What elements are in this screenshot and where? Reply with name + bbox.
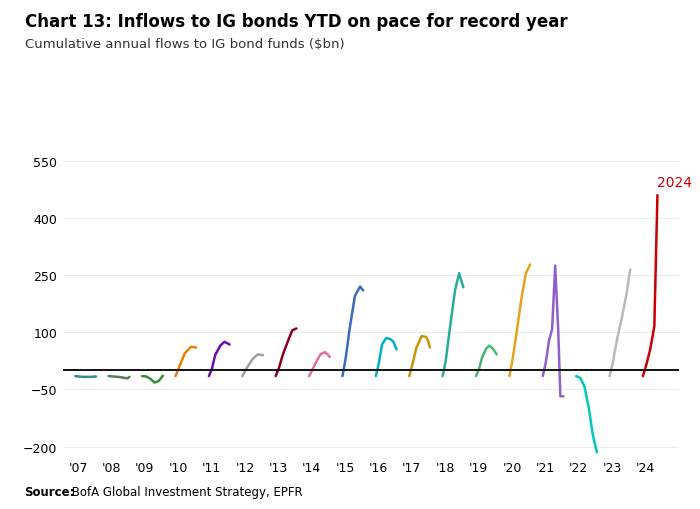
Text: BofA Global Investment Strategy, EPFR: BofA Global Investment Strategy, EPFR: [68, 485, 302, 498]
Text: Source:: Source:: [25, 485, 75, 498]
Text: 2024: 2024: [657, 176, 692, 190]
Text: Cumulative annual flows to IG bond funds ($bn): Cumulative annual flows to IG bond funds…: [25, 38, 344, 51]
Text: Chart 13: Inflows to IG bonds YTD on pace for record year: Chart 13: Inflows to IG bonds YTD on pac…: [25, 13, 567, 31]
